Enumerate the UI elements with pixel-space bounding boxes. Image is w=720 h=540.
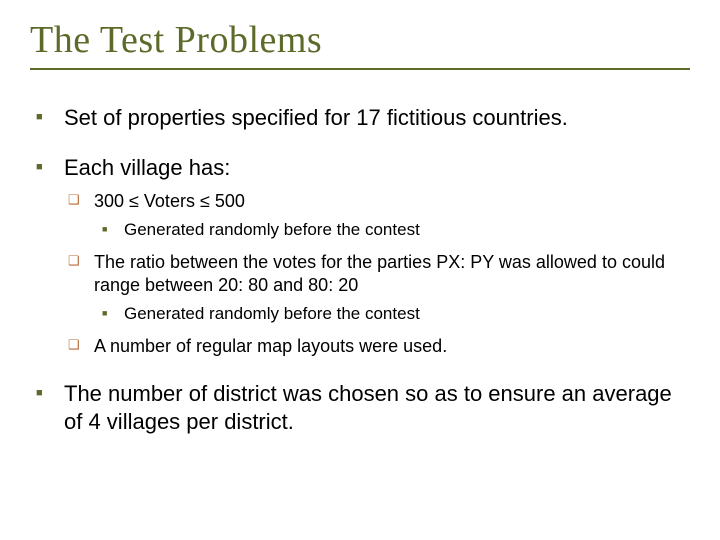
bullet-list-l1: Set of properties specified for 17 ficti… <box>30 104 690 436</box>
slide: The Test Problems Set of properties spec… <box>0 0 720 540</box>
bullet-item: Set of properties specified for 17 ficti… <box>30 104 690 132</box>
bullet-item: A number of regular map layouts were use… <box>64 335 690 358</box>
title-underline <box>30 68 690 70</box>
bullet-item: 300 ≤ Voters ≤ 500 Generated randomly be… <box>64 190 690 241</box>
bullet-text: The ratio between the votes for the part… <box>94 252 665 295</box>
bullet-item: Generated randomly before the contest <box>94 303 690 325</box>
bullet-text: Generated randomly before the contest <box>124 304 420 323</box>
slide-content: Set of properties specified for 17 ficti… <box>30 104 690 436</box>
bullet-list-l3: Generated randomly before the contest <box>94 303 690 325</box>
bullet-text: 300 ≤ Voters ≤ 500 <box>94 191 245 211</box>
bullet-text: Each village has: <box>64 155 230 180</box>
bullet-text: Generated randomly before the contest <box>124 220 420 239</box>
bullet-text: A number of regular map layouts were use… <box>94 336 447 356</box>
bullet-text: The number of district was chosen so as … <box>64 381 672 434</box>
bullet-text: Set of properties specified for 17 ficti… <box>64 105 568 130</box>
bullet-item: Each village has: 300 ≤ Voters ≤ 500 Gen… <box>30 154 690 358</box>
bullet-list-l3: Generated randomly before the contest <box>94 219 690 241</box>
bullet-list-l2: 300 ≤ Voters ≤ 500 Generated randomly be… <box>64 190 690 358</box>
slide-title: The Test Problems <box>30 18 690 62</box>
bullet-item: The number of district was chosen so as … <box>30 380 690 436</box>
bullet-item: The ratio between the votes for the part… <box>64 251 690 325</box>
bullet-item: Generated randomly before the contest <box>94 219 690 241</box>
